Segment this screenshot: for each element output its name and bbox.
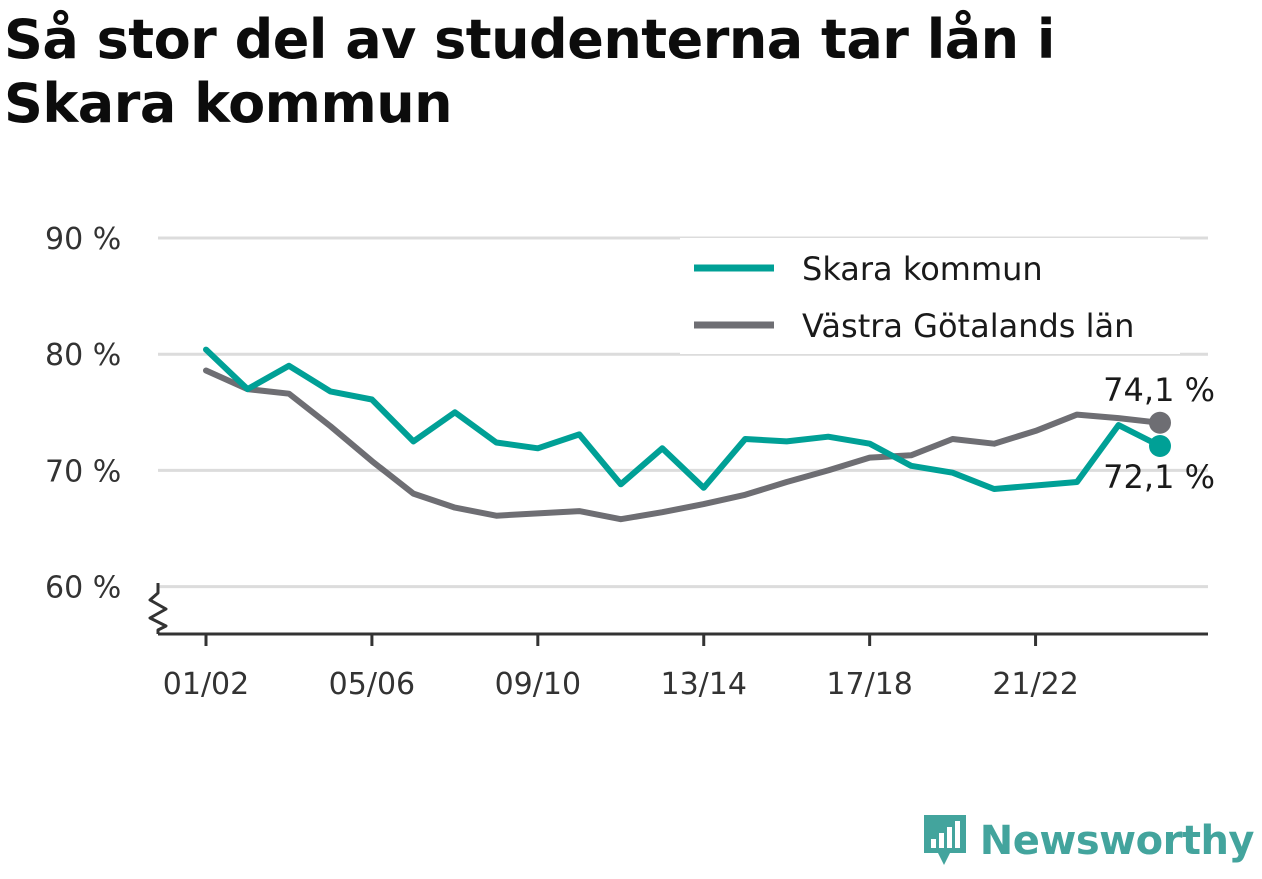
legend-label: Skara kommun [802, 250, 1043, 288]
y-tick-label: 70 % [45, 454, 121, 489]
legend-label: Västra Götalands län [802, 307, 1134, 345]
y-tick-label: 90 % [45, 222, 121, 257]
y-tick-label: 80 % [45, 338, 121, 373]
end-value-label: 72,1 % [1103, 458, 1215, 496]
y-tick-label: 60 % [45, 571, 121, 606]
x-tick-label: 17/18 [826, 667, 912, 702]
series-end-point [1149, 434, 1171, 457]
series-line [203, 346, 1163, 492]
x-tick-label: 21/22 [992, 667, 1078, 702]
series-end-point [1149, 411, 1171, 434]
x-tick-label: 09/10 [495, 667, 581, 702]
axis-break-mark [148, 583, 168, 634]
newsworthy-logo-icon [923, 815, 966, 865]
brand-logo: Newsworthy [920, 811, 1255, 871]
x-tick-label: 01/02 [163, 667, 249, 702]
series-line [203, 367, 1163, 523]
chart-title: Så stor del av studenterna tar lån i Ska… [4, 8, 1055, 135]
brand-name: Newsworthy [979, 818, 1255, 864]
x-tick-label: 13/14 [661, 667, 747, 702]
x-tick-label: 05/06 [329, 667, 415, 702]
end-value-labels: 72,1 % 74,1 % [1103, 371, 1215, 496]
end-value-label: 74,1 % [1103, 371, 1215, 409]
x-axis-tick-labels: 01/02 05/06 09/10 13/14 17/18 21/22 [163, 634, 1079, 702]
x-axis [148, 583, 1208, 636]
legend: Skara kommun Västra Götalands län [680, 238, 1180, 354]
legend-background [680, 238, 1180, 354]
series-lines [203, 346, 1171, 523]
y-axis-tick-labels: 60 % 70 % 80 % 90 % [45, 222, 121, 606]
